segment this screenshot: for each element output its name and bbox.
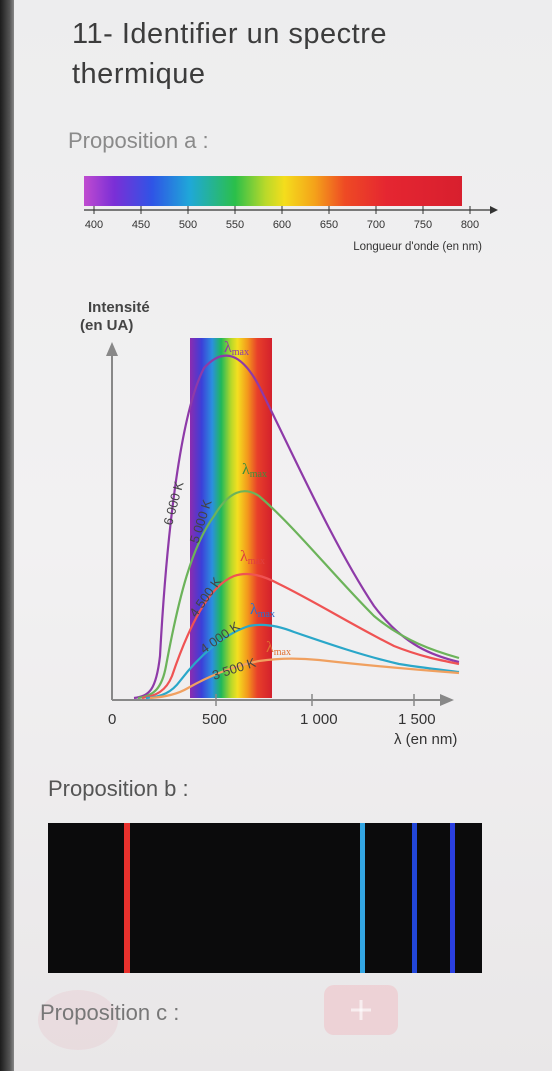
wavelength-ruler: 400 450 500 550 600 650 700 750 800 Longueur d'o…: [84, 206, 498, 253]
visible-spectrum-bar: [84, 176, 462, 206]
curve-3500k: [149, 657, 460, 700]
background-decoration: [38, 990, 118, 1050]
x-tick-0: 0: [108, 711, 116, 728]
add-button[interactable]: [324, 985, 398, 1035]
lambda-max-3500k: λmax: [266, 639, 291, 658]
y-axis-unit: (en UA): [80, 317, 133, 334]
spectral-line-red: [124, 823, 130, 973]
question-title: 11- Identifier un spectre thermique: [72, 18, 388, 90]
curve-4500k: [141, 572, 460, 700]
emission-line-spectrum: [48, 823, 482, 973]
ruler-tick-label: 600: [273, 219, 291, 231]
curve-4000k: [145, 623, 460, 700]
x-tick-1500: 1 500: [398, 711, 436, 728]
question-screen: 11- Identifier un spectre thermique Prop…: [14, 0, 552, 1071]
proposition-b-label[interactable]: Proposition b :: [48, 776, 189, 801]
ruler-tick-label: 800: [461, 219, 479, 231]
phone-edge: [0, 0, 14, 1071]
ruler-tick-label: 450: [132, 219, 150, 231]
ruler-tick-label: 400: [85, 219, 103, 231]
spectral-line-blue: [412, 823, 417, 973]
ruler-tick-label: 500: [179, 219, 197, 231]
x-tick-1000: 1 000: [300, 711, 338, 728]
y-axis-label: Intensité: [88, 299, 150, 316]
spectral-line-cyan: [360, 823, 365, 973]
plus-icon: [351, 1000, 371, 1020]
thermal-emission-graph: Intensité (en UA) 6 000 K 5 000 K 4 500 …: [80, 299, 460, 748]
curve-5000k: [137, 490, 460, 700]
spectral-line-violet: [450, 823, 455, 973]
ruler-tick-label: 700: [367, 219, 385, 231]
curve-6000k: [133, 354, 460, 700]
x-axis-label: λ (en nm): [394, 731, 457, 748]
x-tick-500: 500: [202, 711, 227, 728]
wavelength-axis-label: Longueur d'onde (en nm): [353, 241, 482, 253]
visible-band: [190, 338, 272, 698]
proposition-c-label[interactable]: Proposition c :: [40, 1000, 180, 1025]
curve-label-6000k: 6 000 K: [160, 479, 186, 526]
ruler-tick-label: 650: [320, 219, 338, 231]
ruler-tick-label: 750: [414, 219, 432, 231]
proposition-a-label[interactable]: Proposition a :: [68, 128, 209, 153]
ruler-tick-label: 550: [226, 219, 244, 231]
